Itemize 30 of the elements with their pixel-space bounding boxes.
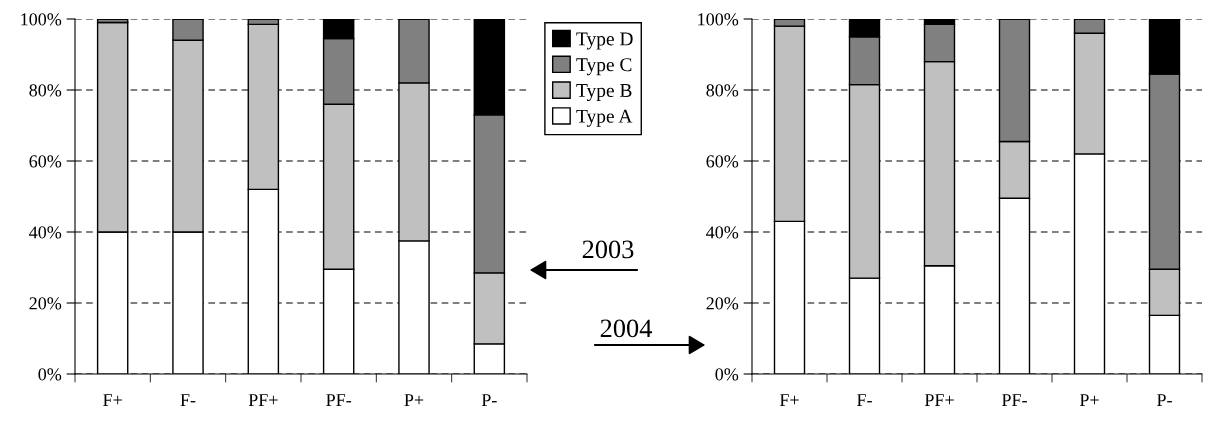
legend-label: Type D bbox=[576, 32, 633, 50]
x-tick-label: PF- bbox=[326, 394, 352, 406]
y-tick-label: 0% bbox=[38, 368, 62, 381]
x-tick-label: P- bbox=[1156, 394, 1172, 406]
legend-label: Type C bbox=[576, 58, 632, 76]
y-tick-label: 100% bbox=[21, 13, 62, 26]
x-tick-label: PF+ bbox=[248, 394, 278, 406]
x-tick-label: F- bbox=[180, 394, 196, 406]
text: 2003 bbox=[582, 240, 634, 259]
text: 2004 bbox=[600, 319, 652, 338]
legend-label: Type A bbox=[576, 109, 633, 127]
y-tick-label: 0% bbox=[715, 368, 739, 381]
y-tick-label: 20% bbox=[706, 297, 739, 310]
x-tick-label: F+ bbox=[103, 394, 122, 406]
y-tick-label: 60% bbox=[29, 155, 62, 168]
x-tick-label: F+ bbox=[779, 394, 799, 406]
y-tick-label: 40% bbox=[706, 226, 739, 239]
y-tick-label: 100% bbox=[698, 13, 739, 26]
y-tick-label: 40% bbox=[29, 226, 62, 239]
x-tick-label: P+ bbox=[1079, 394, 1099, 406]
x-tick-label: F- bbox=[856, 394, 872, 406]
x-tick-label: P+ bbox=[404, 394, 424, 406]
x-tick-label: PF- bbox=[1001, 394, 1027, 406]
x-tick-label: P- bbox=[481, 394, 497, 406]
y-tick-label: 60% bbox=[706, 155, 739, 168]
legend-label: Type B bbox=[576, 84, 632, 102]
y-tick-label: 20% bbox=[29, 297, 62, 310]
y-tick-label: 80% bbox=[706, 84, 739, 97]
y-tick-label: 80% bbox=[29, 84, 62, 97]
x-tick-label: PF+ bbox=[924, 394, 954, 406]
